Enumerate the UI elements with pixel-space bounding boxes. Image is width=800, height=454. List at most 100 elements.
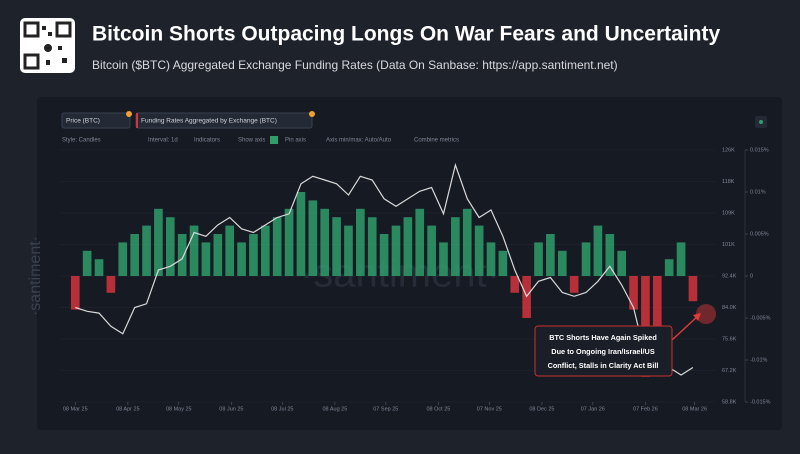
funding-bar xyxy=(201,242,211,276)
funding-bar xyxy=(652,276,662,344)
checkbox[interactable] xyxy=(270,136,278,144)
y2-tick-label: -0.01% xyxy=(750,357,768,363)
funding-bar xyxy=(249,234,258,276)
funding-bar xyxy=(320,208,330,276)
x-tick-label: 08 Dec 25 xyxy=(529,406,554,412)
x-tick-label: 08 Jun 25 xyxy=(219,406,243,412)
title: Bitcoin Shorts Outpacing Longs On War Fe… xyxy=(92,23,720,46)
funding-bar xyxy=(617,250,626,276)
funding-bar xyxy=(629,276,638,310)
funding-bar xyxy=(379,234,389,276)
funding-bar xyxy=(142,225,151,276)
funding-bar xyxy=(332,217,341,276)
funding-bar xyxy=(605,234,615,276)
funding-bar xyxy=(344,225,353,276)
funding-bar xyxy=(510,276,520,293)
badge xyxy=(309,111,315,117)
y-tick-label: 84.0K xyxy=(722,305,737,311)
x-tick-label: 08 Aug 25 xyxy=(323,406,348,412)
y2-tick-label: 0 xyxy=(750,273,753,279)
highlight xyxy=(696,304,716,324)
y2-tick-label: -0.015% xyxy=(750,399,771,405)
x-tick-label: 08 May 25 xyxy=(166,406,192,412)
funding-bar xyxy=(106,276,116,293)
funding-bar xyxy=(391,225,401,276)
funding-bar xyxy=(439,242,448,276)
qr-icon xyxy=(20,18,75,73)
y2-tick-label: 0.015% xyxy=(750,147,769,153)
funding-bar xyxy=(94,259,104,276)
funding-bar xyxy=(260,225,270,276)
funding-bar xyxy=(177,234,187,276)
funding-bar xyxy=(415,208,425,276)
funding-bar xyxy=(581,242,591,276)
chip[interactable] xyxy=(61,112,131,129)
funding-bar xyxy=(367,217,377,276)
y-tick-label: 109K xyxy=(722,210,735,216)
chip-label[interactable]: Price (BTC) xyxy=(66,118,100,125)
funding-bar xyxy=(154,208,163,276)
y2-tick-label: -0.005% xyxy=(750,315,771,321)
plot: 58.8K 67.2K 75.6K 84.0K 92.4K 101K 109K 118K 126… xyxy=(60,147,771,412)
y-tick-label: 58.8K xyxy=(722,399,737,405)
annotation-text: BTC Shorts Have Again Spiked xyxy=(549,333,657,342)
price-line xyxy=(75,162,694,376)
funding-bar xyxy=(189,225,199,276)
y2-tick-label: 0.01% xyxy=(750,189,766,195)
chip-label[interactable]: Funding Rates Aggregated by Exchange (BT… xyxy=(141,118,277,125)
funding-bar xyxy=(213,234,223,276)
x-tick-label: 08 Oct 25 xyxy=(426,406,450,412)
x-tick-label: 08 Jul 25 xyxy=(271,406,293,412)
funding-bar xyxy=(486,242,496,276)
funding-bar xyxy=(569,276,579,293)
button-icon xyxy=(759,120,763,124)
y-tick-label: 118K xyxy=(722,179,735,185)
funding-bar xyxy=(272,217,282,276)
chip-accent xyxy=(136,113,138,128)
subtitle: Bitcoin ($BTC) Aggregated Exchange Fundi… xyxy=(92,58,618,72)
side-watermark: ·santiment· xyxy=(27,236,44,316)
funding-bar xyxy=(546,234,555,276)
y-tick-label: 67.2K xyxy=(722,368,737,374)
funding-bar xyxy=(296,192,306,276)
funding-bar xyxy=(474,225,484,276)
funding-bar xyxy=(82,250,92,276)
y-tick-label: 75.6K xyxy=(722,336,737,342)
funding-bar xyxy=(451,217,460,276)
x-tick-label: 07 Feb 26 xyxy=(633,406,658,412)
annotation-box xyxy=(534,325,673,377)
arrow-head xyxy=(693,313,701,321)
y-tick-label: 92.4K xyxy=(722,273,737,279)
funding-bar xyxy=(70,276,80,310)
funding-bar xyxy=(688,276,698,302)
option[interactable]: Combine metrics xyxy=(414,138,459,144)
funding-bar xyxy=(130,234,139,276)
annotation-text: Conflict, Stalls in Clarity Act Bill xyxy=(548,361,659,370)
y-tick-label: 101K xyxy=(722,242,735,248)
option[interactable]: Indicators xyxy=(194,138,220,144)
funding-bar xyxy=(356,208,365,276)
option[interactable]: Pin axis xyxy=(285,138,306,144)
funding-bar xyxy=(225,225,235,276)
funding-bar xyxy=(308,200,318,276)
funding-bar xyxy=(284,208,294,276)
x-tick-label: 07 Sep 25 xyxy=(373,406,398,412)
option[interactable]: Interval: 1d xyxy=(148,138,178,144)
funding-bar xyxy=(664,259,674,276)
option[interactable]: Style: Candles xyxy=(62,138,101,144)
funding-bar xyxy=(676,242,686,276)
funding-bar xyxy=(557,250,567,276)
funding-bar xyxy=(498,250,508,276)
funding-bar xyxy=(593,225,603,276)
funding-bar xyxy=(165,217,175,276)
funding-bar xyxy=(534,242,543,276)
option[interactable]: Show axis xyxy=(238,138,265,144)
option[interactable]: Axis min/max: Auto/Auto xyxy=(326,138,392,144)
x-tick-label: 08 Mar 26 xyxy=(682,406,707,412)
toolbar: Price (BTC) Funding Rates Aggregated by … xyxy=(61,111,767,144)
annotation-text: Due to Ongoing Iran/Israel/US xyxy=(551,347,655,356)
x-tick-label: 08 Mar 25 xyxy=(63,406,88,412)
funding-bar xyxy=(427,225,436,276)
